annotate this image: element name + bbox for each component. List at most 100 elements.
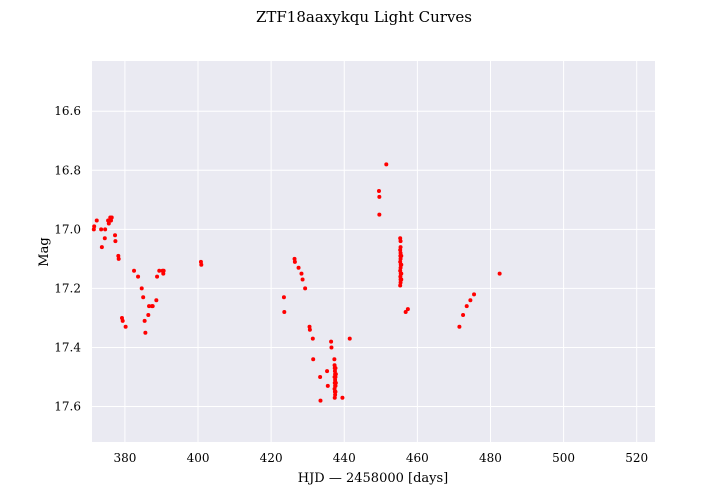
y-tick-label: 17.0	[54, 222, 81, 236]
y-tick-label: 17.6	[54, 400, 81, 414]
x-tick-labels: 380 400 420 440 460 480 500 520	[113, 451, 648, 465]
data-point	[497, 271, 502, 276]
data-point	[399, 271, 404, 276]
data-point	[99, 245, 104, 250]
data-point	[399, 277, 404, 282]
chart-title: ZTF18aaxykqu Light Curves	[256, 8, 472, 26]
data-point	[161, 271, 166, 276]
grid-lines	[92, 61, 655, 442]
data-point	[398, 245, 403, 250]
data-point	[155, 274, 160, 279]
y-tick-label: 16.6	[54, 104, 81, 118]
y-axis-label: Mag	[37, 237, 52, 266]
data-point	[123, 324, 128, 329]
data-point	[332, 395, 337, 400]
data-point	[106, 221, 111, 226]
data-point	[310, 336, 315, 341]
x-tick-label: 440	[333, 451, 356, 465]
data-point	[282, 310, 287, 315]
data-point	[329, 339, 334, 344]
data-point	[311, 357, 316, 362]
data-point	[303, 286, 308, 291]
data-points	[91, 162, 502, 403]
data-point	[120, 318, 125, 323]
data-point	[92, 224, 97, 229]
data-point	[377, 194, 382, 199]
data-point	[300, 277, 305, 282]
data-point	[398, 239, 403, 244]
data-point	[139, 286, 144, 291]
data-point	[147, 304, 152, 309]
data-point	[399, 262, 404, 267]
data-point	[94, 218, 99, 223]
x-tick-label: 520	[625, 451, 648, 465]
plot-area	[92, 61, 655, 442]
data-point	[132, 268, 137, 273]
data-point	[116, 253, 121, 258]
data-point	[333, 383, 338, 388]
data-point	[99, 227, 104, 232]
data-point	[377, 212, 382, 217]
y-tick-labels: 16.6 16.8 17.0 17.2 17.4 17.6	[54, 104, 81, 413]
data-point	[403, 310, 408, 315]
data-point	[109, 215, 114, 220]
data-point	[199, 262, 204, 267]
data-point	[333, 375, 338, 380]
x-tick-label: 460	[406, 451, 429, 465]
data-point	[468, 298, 473, 303]
data-point	[142, 318, 147, 323]
data-point	[318, 398, 323, 403]
data-point	[318, 375, 323, 380]
data-point	[91, 227, 96, 232]
data-point	[333, 380, 338, 385]
data-point	[384, 162, 389, 167]
data-point	[333, 392, 338, 397]
x-axis-label: HJD — 2458000 [days]	[298, 471, 449, 486]
y-tick-label: 17.4	[54, 340, 81, 354]
data-point	[307, 324, 312, 329]
data-point	[376, 188, 381, 193]
data-point	[398, 283, 403, 288]
data-point	[154, 298, 159, 303]
data-point	[329, 345, 334, 350]
data-point	[103, 227, 108, 232]
data-point	[399, 253, 404, 258]
y-tick-label: 16.8	[54, 163, 81, 177]
data-point	[102, 236, 107, 241]
data-point	[292, 256, 297, 261]
data-point	[146, 313, 151, 317]
x-tick-label: 480	[479, 451, 502, 465]
data-point	[464, 304, 469, 309]
data-point	[141, 295, 146, 300]
data-point	[340, 395, 345, 400]
data-point	[136, 274, 141, 279]
data-point	[150, 304, 155, 309]
data-point	[333, 389, 338, 394]
data-point	[398, 248, 403, 253]
data-point	[161, 268, 166, 273]
data-point	[299, 271, 304, 276]
data-point	[157, 268, 162, 273]
data-point	[472, 292, 477, 297]
data-point	[332, 357, 337, 362]
data-point	[113, 233, 118, 238]
data-point	[292, 259, 297, 264]
data-point	[307, 327, 312, 332]
data-point	[325, 369, 330, 374]
data-point	[333, 366, 338, 371]
data-point	[333, 372, 338, 377]
data-point	[457, 324, 462, 329]
data-point	[143, 330, 148, 335]
data-point	[116, 256, 121, 261]
x-tick-label: 500	[552, 451, 575, 465]
x-tick-label: 420	[260, 451, 283, 465]
data-point	[461, 313, 466, 317]
data-point	[347, 336, 352, 341]
y-tick-label: 17.2	[54, 281, 81, 295]
data-point	[325, 383, 330, 388]
data-point	[281, 295, 286, 300]
data-point	[113, 239, 118, 244]
x-tick-label: 400	[187, 451, 210, 465]
data-point	[198, 259, 203, 264]
